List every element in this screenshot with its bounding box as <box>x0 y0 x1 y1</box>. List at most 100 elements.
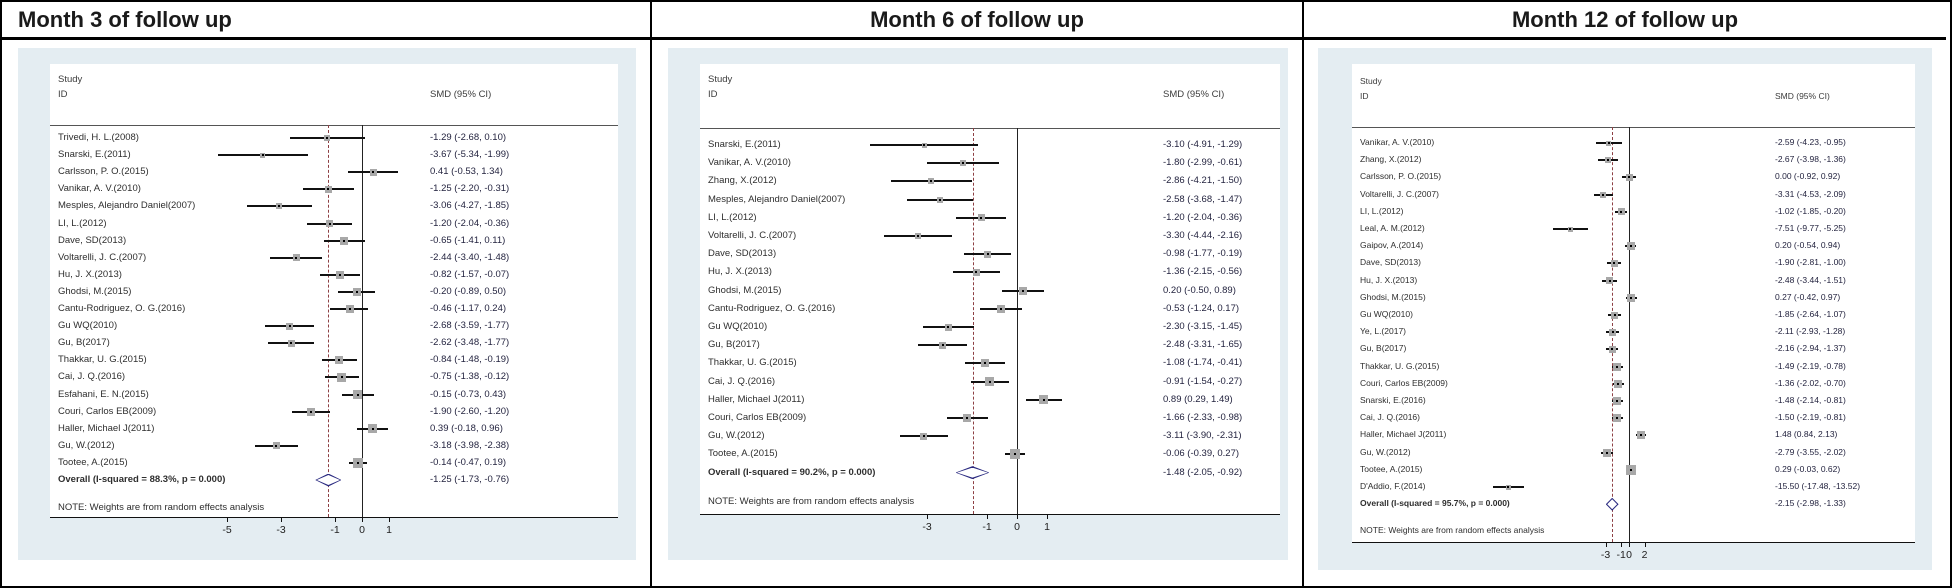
point-estimate-dot <box>1607 159 1610 162</box>
point-estimate-dot <box>922 435 925 438</box>
study-label: Dave, SD(2013) <box>58 234 127 246</box>
point-estimate-dot <box>966 417 969 419</box>
point-marker <box>1567 226 1573 232</box>
point-estimate-dot <box>1613 314 1616 316</box>
point-estimate-dot <box>1607 142 1610 144</box>
study-label: Hu, J. X.(2013) <box>1360 274 1418 285</box>
point-marker <box>335 270 344 279</box>
point-marker <box>985 377 995 387</box>
study-label: Gu WQ(2010) <box>1360 309 1413 319</box>
point-estimate-dot <box>340 376 343 379</box>
axis-tick <box>1047 514 1048 519</box>
point-marker <box>1611 311 1619 319</box>
forest-plot: Study ID SMD (95% CI) NOTE: Weights are … <box>1352 64 1915 561</box>
point-marker <box>1613 414 1622 423</box>
point-marker <box>276 203 283 210</box>
study-label: Couri, Carlos EB(2009) <box>708 412 807 423</box>
study-label: Snarski, E.(2011) <box>708 139 781 150</box>
point-marker <box>980 359 989 368</box>
study-label: Vanikar, A. V.(2010) <box>708 157 791 169</box>
point-estimate-dot <box>1611 331 1614 334</box>
overall-diamond <box>955 466 990 480</box>
point-marker <box>1627 293 1636 302</box>
point-estimate-dot <box>1616 365 1619 368</box>
smd-value: -3.30 (-4.44, -2.16) <box>1163 230 1243 241</box>
panel-title: Month 3 of follow up <box>18 6 232 32</box>
point-estimate-dot <box>327 188 330 191</box>
study-label: Gu, W.(2012) <box>58 439 115 451</box>
point-estimate-dot <box>338 359 341 362</box>
smd-value: 0.89 (0.29, 1.49) <box>1163 393 1233 405</box>
point-marker <box>1626 464 1637 475</box>
point-estimate-dot <box>1639 434 1642 437</box>
column-header-smd: SMD (95% CI) <box>430 89 492 100</box>
axis-tick <box>927 514 928 519</box>
x-axis <box>50 517 618 518</box>
study-label: Carlsson, P. O.(2015) <box>1360 171 1442 182</box>
point-marker <box>1010 449 1021 460</box>
point-estimate-dot <box>988 380 991 383</box>
smd-value: -2.48 (-3.44, -1.51) <box>1775 274 1846 285</box>
point-estimate-dot <box>355 290 358 293</box>
smd-value: -0.46 (-1.17, 0.24) <box>430 303 507 314</box>
study-label: LI, L.(2012) <box>58 217 107 229</box>
smd-value: -0.20 (-0.89, 0.50) <box>430 285 507 297</box>
point-marker <box>977 214 985 222</box>
point-marker <box>984 250 992 258</box>
axis-tick-label: -1 <box>1616 549 1626 561</box>
smd-value: -1.49 (-2.19, -0.78) <box>1775 360 1846 371</box>
study-label: Voltarelli, J. C.(2007) <box>58 251 147 263</box>
point-estimate-dot <box>1613 262 1616 265</box>
column-header-study: Study <box>708 74 733 85</box>
overall-diamond-fill <box>957 467 988 478</box>
axis-tick-label: 0 <box>1014 521 1020 533</box>
axis-tick-label: 2 <box>1641 549 1648 561</box>
smd-value: 1.48 (0.84, 2.13) <box>1775 429 1838 440</box>
column-header-smd: SMD (95% CI) <box>1775 91 1830 101</box>
point-marker <box>292 254 300 262</box>
axis-tick <box>335 517 336 522</box>
point-marker <box>972 268 980 276</box>
panel-month-12: Month 12 of follow up Study ID SMD (95% … <box>1304 2 1946 586</box>
panel-header: Month 3 of follow up <box>2 2 650 40</box>
study-label: Leal, A. M.(2012) <box>1360 223 1425 233</box>
study-label: Voltarelli, J. C.(2007) <box>1360 188 1439 199</box>
smd-value: -1.20 (-2.04, -0.36) <box>1163 211 1243 223</box>
point-estimate-dot <box>1616 400 1619 402</box>
axis-tick-label: 1 <box>386 524 392 536</box>
smd-value: -3.67 (-5.34, -1.99) <box>430 149 510 161</box>
point-marker <box>1613 362 1622 371</box>
forest-plot: Study ID SMD (95% CI) NOTE: Weights are … <box>50 64 618 536</box>
overall-diamond-fill <box>316 475 340 485</box>
axis-tick-label: -3 <box>276 524 286 536</box>
study-label: Hu, J. X.(2013) <box>708 266 772 278</box>
smd-value: -1.80 (-2.99, -0.61) <box>1163 157 1243 169</box>
study-label: Tootee, A.(2015) <box>1360 463 1423 474</box>
point-estimate-dot <box>941 344 944 347</box>
smd-value: -2.79 (-3.55, -2.02) <box>1775 446 1846 457</box>
axis-tick <box>1621 542 1623 547</box>
point-marker <box>944 323 952 331</box>
axis-tick-label: 0 <box>1626 549 1632 561</box>
point-marker <box>1636 431 1645 440</box>
overall-diamond <box>315 473 342 487</box>
smd-value: -1.48 (-2.14, -0.81) <box>1775 395 1846 405</box>
smd-value: -2.59 (-4.23, -0.95) <box>1775 137 1846 147</box>
smd-value: -2.16 (-2.94, -1.37) <box>1775 343 1846 354</box>
point-estimate-dot <box>309 410 312 413</box>
axis-tick <box>1017 514 1018 519</box>
study-label: Haller, Michael J(2011) <box>708 393 805 405</box>
smd-value: -2.86 (-4.21, -1.50) <box>1163 175 1243 187</box>
panel-header: Month 6 of follow up <box>652 2 1302 40</box>
axis-tick-label: -1 <box>982 521 992 533</box>
point-estimate-dot <box>1611 348 1614 351</box>
axis-tick-label: 0 <box>359 524 365 536</box>
smd-value: -0.84 (-1.48, -0.19) <box>430 354 510 366</box>
smd-value: -1.36 (-2.02, -0.70) <box>1775 377 1846 388</box>
point-estimate-dot <box>980 216 982 219</box>
point-marker <box>915 233 921 239</box>
point-estimate-dot <box>371 427 374 430</box>
plot-background: Study ID SMD (95% CI) NOTE: Weights are … <box>18 48 636 560</box>
study-label: Thakkar, U. G.(2015) <box>708 357 797 369</box>
column-header-smd: SMD (95% CI) <box>1163 89 1225 100</box>
